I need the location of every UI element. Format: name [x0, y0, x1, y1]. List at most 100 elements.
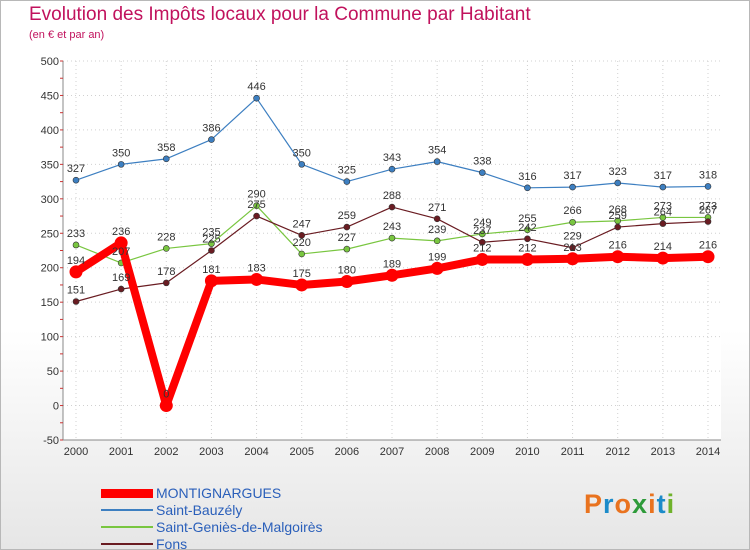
data-point[interactable] [475, 252, 489, 266]
data-point[interactable] [611, 250, 625, 264]
data-point[interactable] [701, 250, 715, 264]
data-point[interactable] [114, 236, 128, 250]
data-label: 189 [383, 258, 401, 270]
data-point[interactable] [298, 232, 306, 239]
data-point[interactable] [704, 218, 712, 225]
data-point[interactable] [162, 279, 170, 287]
data-point[interactable] [385, 268, 399, 282]
data-point[interactable] [162, 155, 170, 163]
data-point[interactable] [162, 245, 170, 252]
data-point[interactable] [569, 183, 576, 191]
data-label: 268 [609, 204, 627, 216]
data-label: 273 [654, 200, 672, 212]
data-point[interactable] [478, 230, 486, 238]
data-point[interactable] [704, 183, 712, 190]
data-point[interactable] [72, 298, 80, 305]
data-point[interactable] [659, 220, 667, 227]
data-point[interactable] [117, 161, 125, 168]
data-label: 266 [563, 205, 581, 217]
data-label: 264 [654, 207, 672, 219]
data-label: 212 [473, 242, 491, 254]
data-label: 243 [383, 221, 401, 233]
data-label: 288 [383, 190, 401, 202]
data-label: 213 [563, 242, 581, 254]
data-label: 275 [247, 199, 265, 211]
data-point[interactable] [340, 275, 354, 289]
x-tick-label: 2000 [64, 446, 88, 458]
data-point[interactable] [72, 176, 80, 184]
data-label: 323 [609, 166, 627, 178]
data-label: 237 [473, 225, 491, 237]
data-point[interactable] [343, 223, 351, 231]
data-label: 317 [563, 170, 581, 182]
data-point[interactable] [159, 399, 173, 413]
x-tick-label: 2004 [244, 446, 268, 458]
data-label: 327 [67, 163, 85, 175]
x-tick-label: 2013 [651, 446, 675, 458]
legend-swatch-saint-bauzely [101, 509, 153, 511]
data-point[interactable] [614, 223, 622, 231]
data-point[interactable] [430, 261, 444, 275]
data-label: 259 [338, 210, 356, 222]
data-point[interactable] [433, 215, 441, 223]
data-point[interactable] [117, 285, 125, 293]
data-point[interactable] [478, 169, 486, 176]
data-point[interactable] [524, 226, 531, 234]
data-point[interactable] [298, 250, 306, 258]
data-point[interactable] [569, 218, 576, 226]
data-point[interactable] [343, 178, 351, 185]
data-point[interactable] [208, 247, 215, 254]
data-label: 325 [338, 165, 356, 177]
data-label: 194 [67, 255, 85, 267]
x-tick-label: 2008 [425, 446, 449, 458]
data-point[interactable] [433, 158, 441, 165]
data-point[interactable] [388, 165, 396, 173]
data-point[interactable] [343, 245, 351, 253]
y-tick-label: -50 [43, 435, 59, 447]
data-label: 227 [338, 232, 356, 244]
data-point[interactable] [656, 251, 670, 265]
data-point[interactable] [250, 272, 264, 286]
data-point[interactable] [295, 278, 309, 292]
data-label: 343 [383, 152, 401, 164]
legend-label-saint-genies: Saint-Geniès-de-Malgoirès [156, 519, 323, 535]
legend-label-fons: Fons [156, 536, 188, 550]
data-point[interactable] [524, 235, 531, 243]
legend-swatch-saint-genies [101, 526, 153, 528]
proxiti-logo: Proxiti [584, 489, 675, 520]
data-point[interactable] [614, 179, 622, 187]
data-label: 228 [157, 231, 175, 243]
data-label: 267 [699, 205, 717, 217]
data-point[interactable] [253, 202, 260, 210]
y-tick-label: 300 [41, 194, 59, 206]
data-label: 273 [699, 200, 717, 212]
data-point[interactable] [298, 161, 306, 168]
data-point[interactable] [204, 274, 218, 288]
data-point[interactable] [208, 240, 215, 247]
data-point[interactable] [253, 212, 260, 220]
data-point[interactable] [388, 234, 396, 242]
data-label: 316 [518, 171, 536, 183]
data-point[interactable] [208, 136, 215, 143]
data-label: 199 [428, 251, 446, 263]
data-point[interactable] [388, 203, 396, 211]
data-point[interactable] [253, 94, 260, 102]
data-point[interactable] [524, 184, 531, 192]
logo-letter: P [584, 489, 604, 519]
legend-label-saint-bauzely: Saint-Bauzély [156, 502, 243, 518]
data-label: 229 [563, 231, 581, 243]
data-label: 207 [112, 246, 130, 258]
data-point[interactable] [569, 244, 576, 252]
data-label: 338 [473, 156, 491, 168]
data-point[interactable] [520, 252, 534, 266]
data-point[interactable] [72, 241, 80, 249]
data-point[interactable] [433, 237, 441, 245]
data-point[interactable] [69, 265, 83, 279]
x-tick-label: 2002 [154, 446, 178, 458]
data-label: 271 [428, 202, 446, 214]
data-point[interactable] [566, 252, 580, 266]
data-point[interactable] [659, 183, 667, 191]
y-tick-label: 50 [47, 366, 59, 378]
data-point[interactable] [478, 238, 486, 246]
